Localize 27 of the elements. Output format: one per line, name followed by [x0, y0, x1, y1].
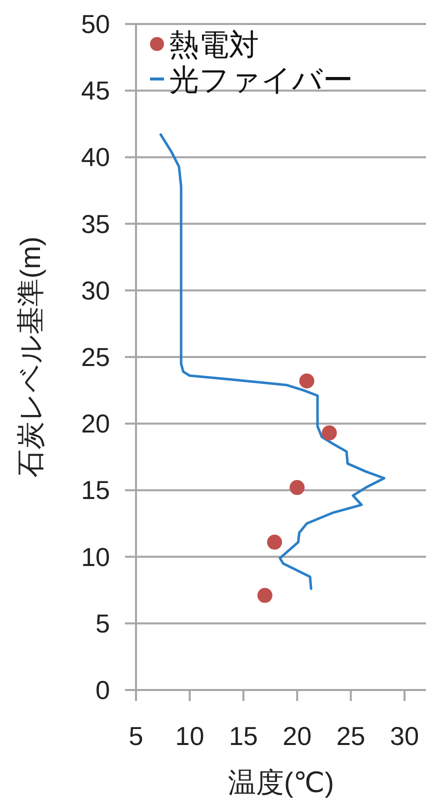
y-tick-label: 10	[81, 542, 110, 572]
y-tick-label: 40	[81, 142, 110, 172]
point	[299, 373, 314, 388]
x-tick-label: 5	[128, 721, 144, 751]
y-tick-label: 45	[81, 76, 110, 106]
y-tick-label: 30	[81, 275, 110, 306]
y-tick-label: 5	[96, 608, 110, 638]
legend-label: 熱電対	[169, 29, 259, 62]
y-tick-label: 50	[81, 9, 110, 39]
x-tick-label: 10	[175, 721, 204, 751]
y-tick-label: 15	[81, 475, 110, 506]
y-tick-label: 0	[96, 675, 110, 705]
legend-label: 光ファイバー	[169, 64, 353, 97]
x-tick-label: 15	[228, 721, 258, 751]
y-tick-label: 20	[81, 408, 110, 439]
line-series	[159, 133, 386, 590]
y-tick-label: 25	[81, 342, 110, 372]
x-axis-title: 温度(℃)	[228, 767, 334, 798]
y-tick-label: 35	[81, 208, 110, 239]
x-tick-label: 25	[336, 721, 366, 751]
point	[257, 588, 272, 603]
point	[267, 534, 282, 550]
x-tick-label: 30	[390, 721, 419, 751]
point	[322, 425, 337, 440]
y-axis-title: 石炭レベル基準(m)	[15, 236, 46, 478]
x-tick-label: 20	[282, 721, 312, 751]
point	[290, 480, 305, 496]
